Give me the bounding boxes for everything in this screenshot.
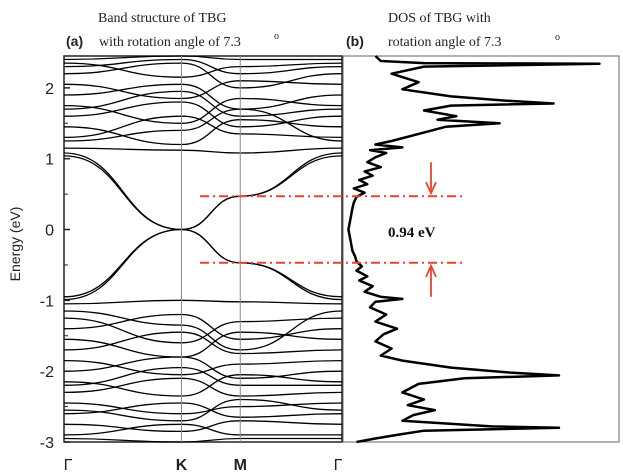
band-structure-frame (63, 55, 343, 443)
band-line (63, 331, 343, 355)
k-point-label: K (176, 457, 188, 472)
y-axis-label: Energy (eV) (7, 207, 23, 282)
panel-a-title-line1: Band structure of TBG (98, 11, 226, 26)
band-line (63, 62, 343, 78)
panel-a-title-degree: o (274, 31, 279, 42)
panel-b-letter: (b) (346, 33, 364, 49)
band-line (63, 402, 343, 418)
band-line (63, 366, 342, 386)
gap-label: 0.94 eV (388, 225, 436, 241)
dos-frame (342, 55, 620, 443)
band-line (63, 115, 343, 139)
band-line (63, 108, 343, 142)
band-line (63, 313, 343, 340)
panel-b-title-line2: rotation angle of 7.3 (388, 35, 502, 50)
lower-arrow-head (425, 263, 437, 278)
panel-a-title-line2: with rotation angle of 7.3 (99, 35, 241, 50)
k-point-label: M (234, 457, 247, 472)
panel-b-title-line1: DOS of TBG with (388, 11, 491, 26)
band-line (63, 423, 342, 436)
band-line (63, 228, 343, 301)
y-tick-label: -3 (40, 435, 54, 452)
y-tick-label: 0 (45, 223, 54, 240)
band-line (63, 101, 343, 128)
band-line (63, 55, 342, 61)
high-symmetry-lines-group (180, 56, 241, 442)
dos-group (347, 55, 601, 444)
band-line (63, 152, 343, 231)
k-point-label: Γ (64, 457, 73, 472)
y-tick-label: 2 (45, 81, 54, 98)
band-line (63, 377, 343, 397)
band-line (63, 119, 343, 146)
band-line (63, 359, 343, 376)
band-line (63, 317, 343, 344)
band-line (63, 310, 343, 351)
band-line (63, 90, 343, 117)
band-line (63, 58, 343, 75)
k-point-label: Γ (334, 457, 343, 472)
band-lines-group (63, 55, 343, 443)
upper-arrow-head (425, 181, 437, 196)
band-line (63, 374, 343, 397)
y-ticks-group: -3 -2 -1 0 1 2 (40, 81, 70, 452)
panel-b-title-degree: o (555, 32, 560, 43)
y-tick-label: 1 (45, 152, 54, 169)
band-line (63, 398, 343, 422)
band-line (63, 420, 343, 433)
band-line (63, 147, 343, 154)
dos-curve (347, 55, 601, 444)
y-tick-label: -2 (40, 364, 54, 381)
band-line (63, 299, 343, 305)
band-line (63, 437, 342, 443)
band-line (63, 80, 343, 100)
gap-annotation-group: 0.94 eV (200, 162, 466, 297)
band-line (63, 331, 343, 358)
band-line (63, 356, 343, 379)
y-tick-label: -1 (40, 293, 54, 310)
panel-a-letter: (a) (66, 33, 83, 49)
